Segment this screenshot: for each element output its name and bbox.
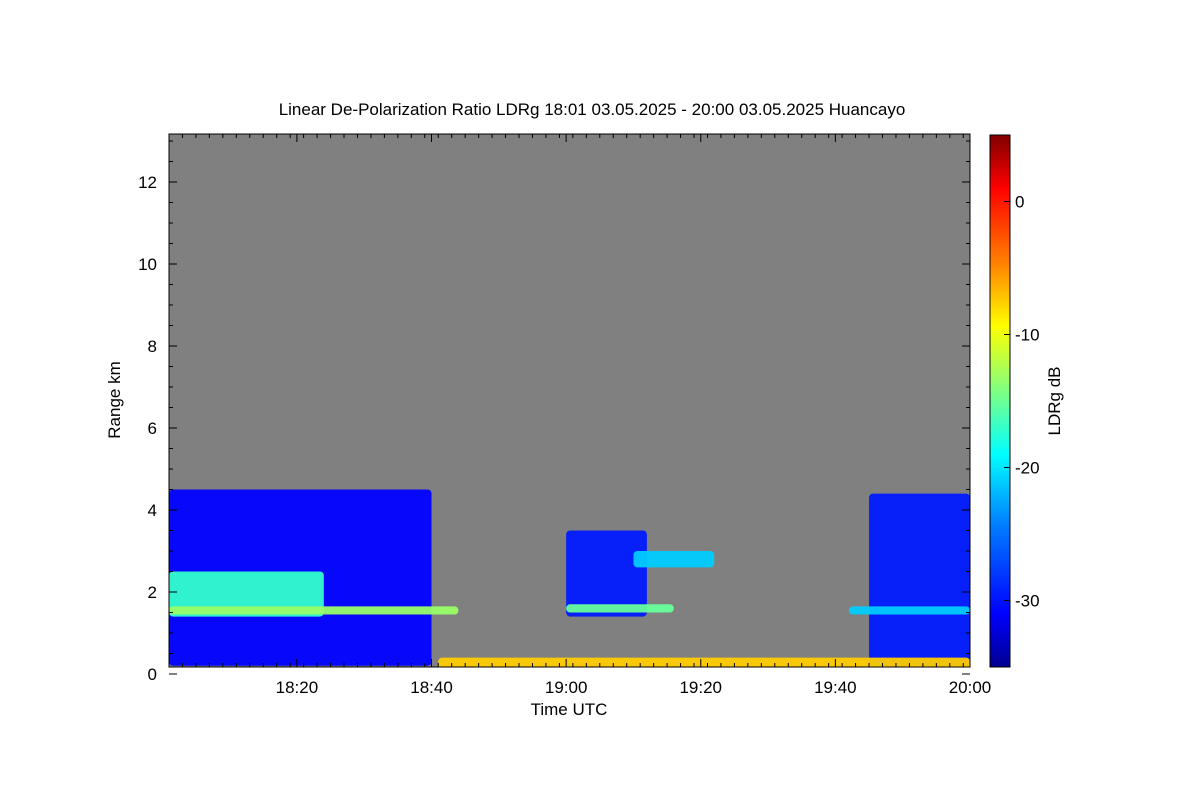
x-tick-label: 19:20	[679, 678, 722, 697]
y-axis-title: Range km	[105, 361, 124, 438]
colorbar	[989, 134, 1011, 668]
plot-frame	[168, 133, 971, 668]
data-features	[169, 489, 970, 667]
feature-cloud-mass-2	[566, 530, 647, 617]
x-tick-label: 18:20	[276, 678, 319, 697]
x-axis-title: Time UTC	[531, 700, 608, 719]
feature-melting-layer-2	[566, 604, 674, 613]
y-tick-label: 10	[138, 255, 157, 274]
x-tick-label: 18:40	[410, 678, 453, 697]
y-tick-label: 0	[148, 665, 157, 684]
x-tick-label: 19:00	[545, 678, 588, 697]
axis-ticks: 18:20 18:40 19:00 19:20 19:40 20:00 0 2 4 6 8 10 12	[138, 134, 991, 697]
y-tick-label: 2	[148, 583, 157, 602]
colorbar-title: LDRg dB	[1045, 367, 1064, 436]
colorbar-tick-label: -30	[1015, 592, 1040, 611]
colorbar-tick-label: -20	[1015, 459, 1040, 478]
colorbar-tick-label: -10	[1015, 326, 1040, 345]
feature-melting-layer-1	[169, 606, 459, 615]
feature-cloud-mass-3	[869, 493, 970, 666]
feature-melting-layer-3	[848, 606, 970, 615]
y-tick-label: 12	[138, 173, 157, 192]
colorbar-tick-label: 0	[1015, 193, 1024, 212]
feature-cloud-layer-2-upper	[633, 551, 715, 568]
y-tick-label: 6	[148, 419, 157, 438]
chart-title: Linear De-Polarization Ratio LDRg 18:01 …	[279, 100, 906, 119]
colorbar-ticks: 0 -10 -20 -30	[1004, 193, 1040, 611]
feature-depolarizing-layer-1	[169, 571, 324, 617]
x-tick-label: 20:00	[949, 678, 992, 697]
feature-surface-clutter	[438, 657, 970, 667]
x-tick-label: 19:40	[814, 678, 857, 697]
y-tick-label: 4	[148, 501, 157, 520]
y-tick-label: 8	[148, 337, 157, 356]
